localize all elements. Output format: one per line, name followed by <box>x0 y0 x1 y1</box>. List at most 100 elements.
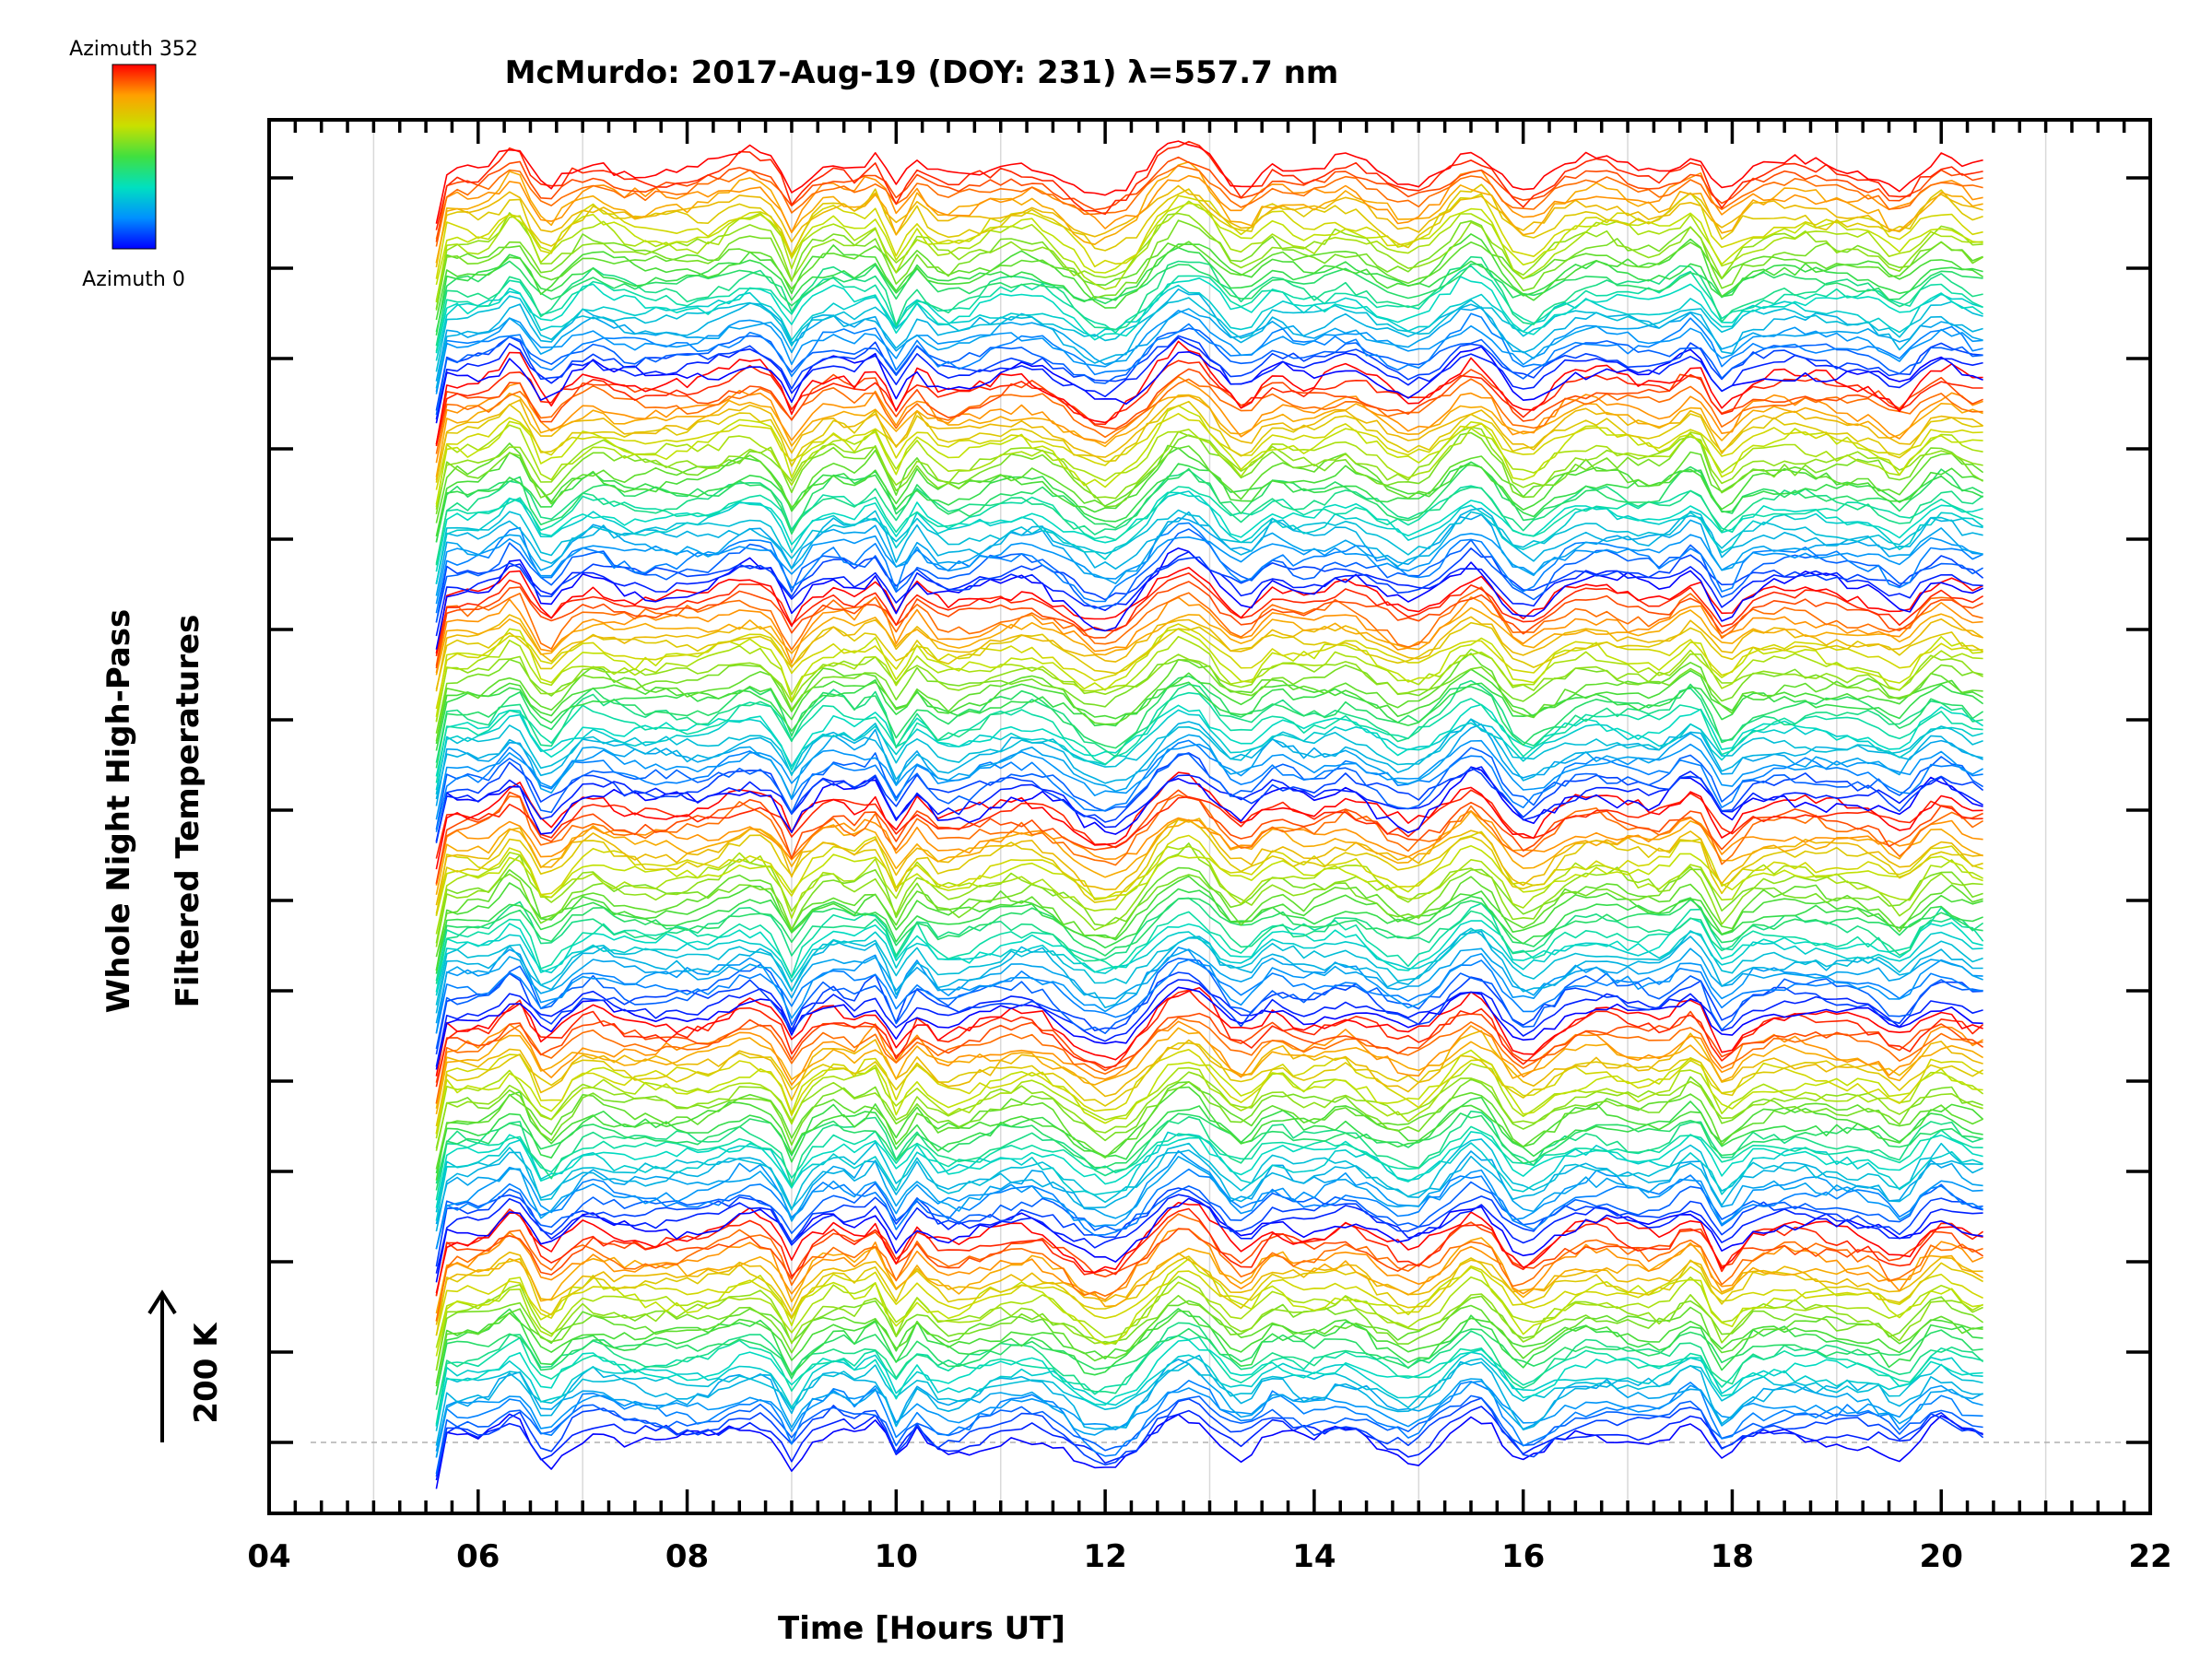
azimuth-trace-55 <box>435 1020 1983 1104</box>
azimuth-trace-48 <box>435 1071 1983 1151</box>
x-tick-label: 06 <box>456 1538 500 1575</box>
azimuth-trace-160 <box>435 276 1984 354</box>
azimuth-trace-125 <box>435 533 1983 605</box>
azimuth-trace-178 <box>435 140 1983 230</box>
azimuth-trace-111 <box>435 623 1983 710</box>
azimuth-trace-99 <box>435 709 1983 791</box>
azimuth-trace-87 <box>435 789 1983 884</box>
azimuth-trace-77 <box>435 868 1983 944</box>
azimuth-trace-2 <box>435 1397 1984 1477</box>
azimuth-trace-132 <box>435 469 1984 566</box>
azimuth-trace-126 <box>435 513 1983 596</box>
azimuth-trace-90 <box>435 766 1983 842</box>
scale-arrow-icon <box>147 1289 177 1442</box>
azimuth-trace-56 <box>435 1017 1983 1104</box>
azimuth-trace-65 <box>435 947 1983 1034</box>
azimuth-trace-36 <box>435 1150 1983 1225</box>
azimuth-trace-96 <box>435 723 1983 806</box>
azimuth-trace-38 <box>435 1138 1983 1213</box>
x-tick-label: 22 <box>2128 1538 2171 1575</box>
x-tick-label: 20 <box>1920 1538 1963 1575</box>
azimuth-trace-25 <box>435 1228 1983 1322</box>
azimuth-trace-29 <box>435 1202 1983 1294</box>
azimuth-trace-63 <box>435 958 1983 1050</box>
azimuth-trace-108 <box>435 648 1983 722</box>
azimuth-trace-173 <box>435 184 1983 268</box>
azimuth-trace-9 <box>435 1351 1983 1427</box>
azimuth-trace-5 <box>435 1380 1983 1452</box>
azimuth-trace-34 <box>435 1168 1983 1250</box>
azimuth-trace-102 <box>435 679 1983 763</box>
colorbar <box>112 64 157 250</box>
azimuth-trace-119 <box>435 566 1983 654</box>
azimuth-trace-141 <box>435 412 1983 490</box>
azimuth-trace-43 <box>435 1112 1983 1191</box>
azimuth-trace-70 <box>435 917 1983 993</box>
azimuth-trace-110 <box>435 628 1983 718</box>
azimuth-trace-85 <box>435 809 1983 886</box>
azimuth-trace-156 <box>435 306 1983 382</box>
azimuth-trace-113 <box>435 614 1984 692</box>
azimuth-trace-145 <box>435 375 1983 464</box>
azimuth-trace-88 <box>435 789 1983 859</box>
azimuth-trace-19 <box>435 1276 1983 1348</box>
azimuth-trace-86 <box>435 794 1984 885</box>
azimuth-trace-107 <box>435 658 1983 734</box>
azimuth-trace-117 <box>435 581 1983 669</box>
azimuth-trace-23 <box>435 1251 1983 1325</box>
azimuth-trace-49 <box>435 1063 1984 1139</box>
azimuth-trace-39 <box>435 1131 1983 1221</box>
azimuth-trace-0 <box>435 1413 1983 1489</box>
azimuth-trace-22 <box>435 1255 1983 1336</box>
azimuth-trace-100 <box>435 703 1984 777</box>
azimuth-trace-13 <box>435 1327 1983 1394</box>
azimuth-trace-69 <box>435 928 1983 996</box>
azimuth-traces <box>435 140 1984 1489</box>
azimuth-trace-41 <box>435 1125 1983 1201</box>
azimuth-trace-75 <box>435 875 1983 971</box>
azimuth-trace-32 <box>435 1187 1983 1267</box>
azimuth-trace-57 <box>435 1010 1984 1083</box>
azimuth-trace-62 <box>435 971 1983 1055</box>
azimuth-trace-46 <box>435 1081 1983 1170</box>
azimuth-trace-165 <box>435 233 1984 321</box>
azimuth-trace-47 <box>435 1076 1983 1149</box>
azimuth-trace-81 <box>435 830 1983 916</box>
azimuth-trace-17 <box>435 1294 1984 1371</box>
azimuth-trace-64 <box>435 959 1983 1034</box>
azimuth-trace-136 <box>435 442 1984 524</box>
azimuth-trace-68 <box>435 927 1983 1006</box>
azimuth-trace-114 <box>435 606 1983 676</box>
azimuth-trace-51 <box>435 1049 1983 1135</box>
azimuth-trace-91 <box>435 766 1984 842</box>
x-tick-label: 18 <box>1711 1538 1754 1575</box>
azimuth-trace-72 <box>435 897 1984 984</box>
azimuth-trace-97 <box>435 718 1983 800</box>
azimuth-trace-139 <box>435 424 1983 508</box>
azimuth-trace-105 <box>435 668 1983 745</box>
azimuth-trace-168 <box>435 212 1983 301</box>
azimuth-trace-37 <box>435 1149 1983 1232</box>
azimuth-trace-137 <box>435 431 1984 515</box>
azimuth-trace-15 <box>435 1310 1983 1384</box>
azimuth-trace-153 <box>435 327 1983 416</box>
azimuth-trace-176 <box>435 165 1983 247</box>
azimuth-trace-45 <box>435 1086 1984 1181</box>
azimuth-trace-61 <box>435 979 1983 1067</box>
x-axis-label: Time [Hours UT] <box>778 1610 1065 1647</box>
azimuth-trace-109 <box>435 635 1983 723</box>
azimuth-trace-73 <box>435 897 1983 971</box>
y-axis-label-line1: Whole Night High-Pass <box>100 609 137 1014</box>
azimuth-trace-79 <box>435 845 1983 935</box>
colorbar-top-label: Azimuth 352 <box>69 38 198 61</box>
azimuth-trace-35 <box>435 1150 1983 1250</box>
x-tick-label: 16 <box>1501 1538 1545 1575</box>
azimuth-trace-130 <box>435 491 1983 572</box>
azimuth-trace-131 <box>435 485 1983 564</box>
azimuth-trace-4 <box>435 1380 1983 1458</box>
y-axis-label-line2: Filtered Temperatures <box>170 615 206 1008</box>
azimuth-trace-155 <box>435 309 1983 394</box>
x-tick-label: 08 <box>665 1538 709 1575</box>
x-tick-label: 04 <box>247 1538 290 1575</box>
